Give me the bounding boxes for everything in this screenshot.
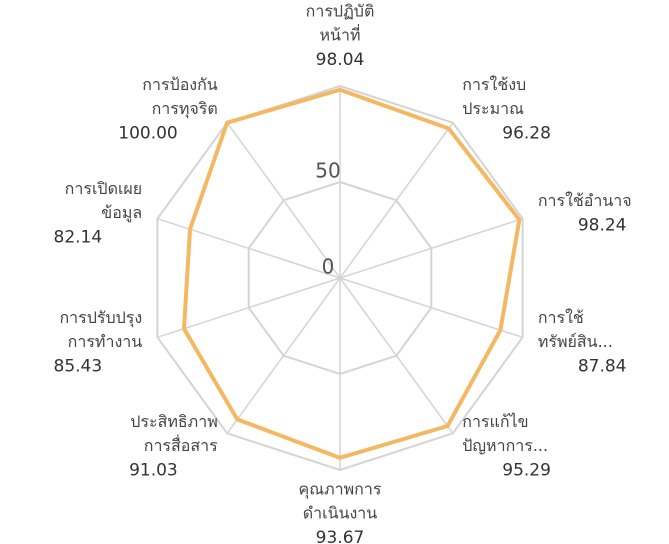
category-label: ปัญหาการ... xyxy=(462,436,548,455)
category-label: การสื่อสาร xyxy=(144,434,218,455)
value-label: 95.29 xyxy=(502,460,551,480)
axis-label: การใช้อำนาจ 98.24 xyxy=(538,191,632,236)
value-label: 82.14 xyxy=(54,228,103,248)
value-label: 100.00 xyxy=(118,124,177,144)
spoke xyxy=(339,277,454,434)
spoke xyxy=(339,277,523,339)
value-label: 91.03 xyxy=(129,460,178,480)
axis-label: การแก้ไขปัญหาการ... 95.29 xyxy=(462,412,551,481)
category-label: ประสิทธิภาพ xyxy=(130,412,218,431)
category-label: การแก้ไข xyxy=(462,412,528,431)
axis-label: การปฏิบัติหน้าที่ 98.04 xyxy=(306,2,375,71)
category-label: การป้องกัน xyxy=(142,75,218,94)
value-label: 96.28 xyxy=(502,124,551,144)
value-label: 87.84 xyxy=(578,356,627,376)
r-tick-label: 0 xyxy=(322,255,335,279)
category-label: การทำงาน xyxy=(68,332,143,351)
spoke xyxy=(226,277,341,434)
category-label: การปฏิบัติ xyxy=(306,2,375,21)
value-label: 85.43 xyxy=(54,356,103,376)
r-tick-label: 50 xyxy=(315,159,340,183)
category-label: การใช้อำนาจ xyxy=(538,191,632,210)
spoke xyxy=(339,217,523,279)
category-label: การใช้ xyxy=(538,308,584,327)
data-line xyxy=(182,87,522,460)
category-label: การปรับปรุง xyxy=(59,308,142,328)
category-label: ดำเนินงาน xyxy=(303,504,378,523)
category-label: ข้อมูล xyxy=(101,203,142,223)
spoke xyxy=(157,217,341,279)
axis-label: การใช้ทรัพย์สิน... 87.84 xyxy=(538,308,627,377)
category-label: ทรัพย์สิน... xyxy=(538,332,613,351)
spoke xyxy=(226,122,341,279)
value-label: 93.67 xyxy=(316,528,365,544)
category-label: ประมาณ xyxy=(462,99,524,118)
value-label: 98.04 xyxy=(316,50,365,70)
value-label: 98.24 xyxy=(578,216,627,236)
category-label: การใช้งบ xyxy=(462,75,526,94)
spoke xyxy=(157,277,341,339)
category-label: การเปิดเผย xyxy=(65,179,143,198)
spoke xyxy=(339,122,454,279)
category-label: หน้าที่ xyxy=(319,24,360,45)
category-label: คุณภาพการ xyxy=(299,480,382,500)
category-label: การทุจริต xyxy=(152,99,218,119)
